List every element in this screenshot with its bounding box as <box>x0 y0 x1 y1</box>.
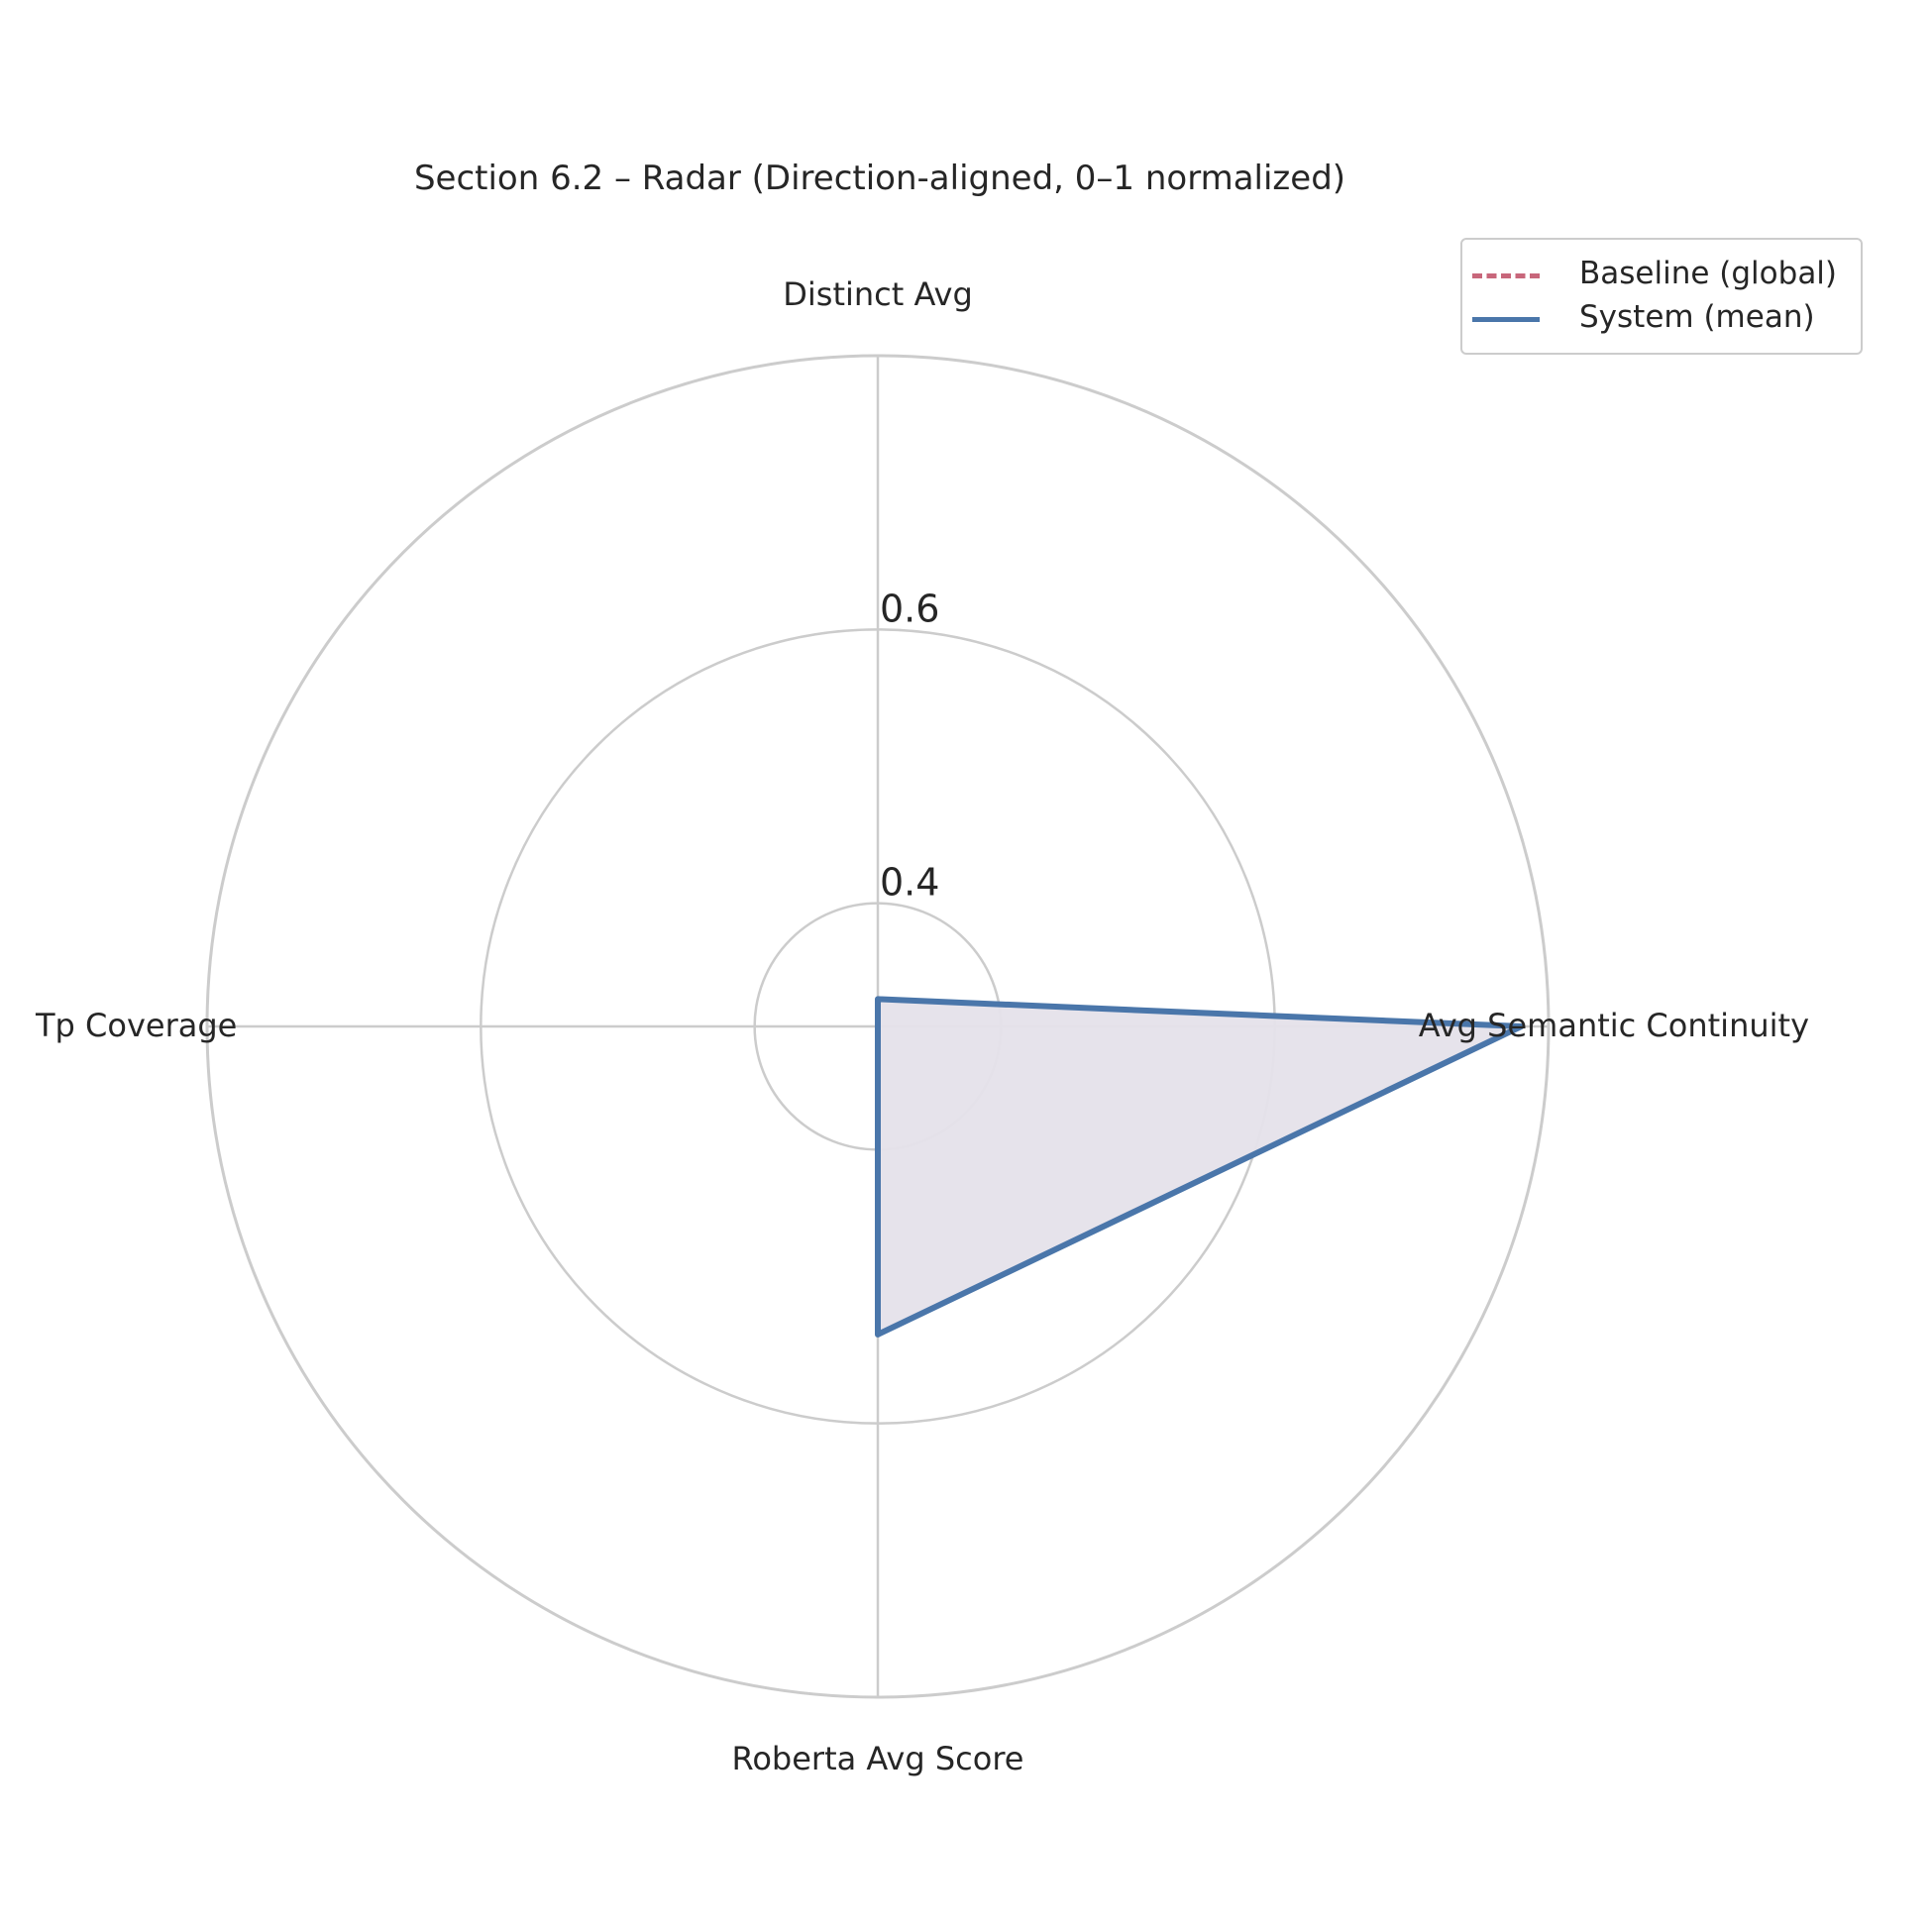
radar-series <box>875 996 1525 1338</box>
legend-label-baseline: Baseline (global) <box>1579 256 1838 291</box>
legend-swatch-baseline <box>1472 273 1540 278</box>
legend-item-baseline: Baseline (global) <box>1462 254 1861 293</box>
series-line-system <box>875 996 1525 1338</box>
legend-item-system: System (mean) <box>1462 297 1861 337</box>
radial-tick-label: 0.4 <box>880 861 939 905</box>
legend-swatch-system <box>1472 317 1540 322</box>
radial-tick-label: 0.6 <box>880 587 939 630</box>
axis-label: Tp Coverage <box>35 1007 237 1044</box>
axis-label: Roberta Avg Score <box>732 1740 1024 1777</box>
legend-label-system: System (mean) <box>1579 299 1815 335</box>
axis-label: Distinct Avg <box>783 275 973 313</box>
series-area-system <box>878 999 1522 1335</box>
legend: Baseline (global) System (mean) <box>1460 238 1863 355</box>
chart-title: Section 6.2 – Radar (Direction-aligned, … <box>413 159 1346 198</box>
radar-labels: 0.4 0.6 Distinct Avg Avg Semantic Continuit… <box>35 275 1809 1777</box>
axis-label: Avg Semantic Continuity <box>1419 1007 1809 1044</box>
